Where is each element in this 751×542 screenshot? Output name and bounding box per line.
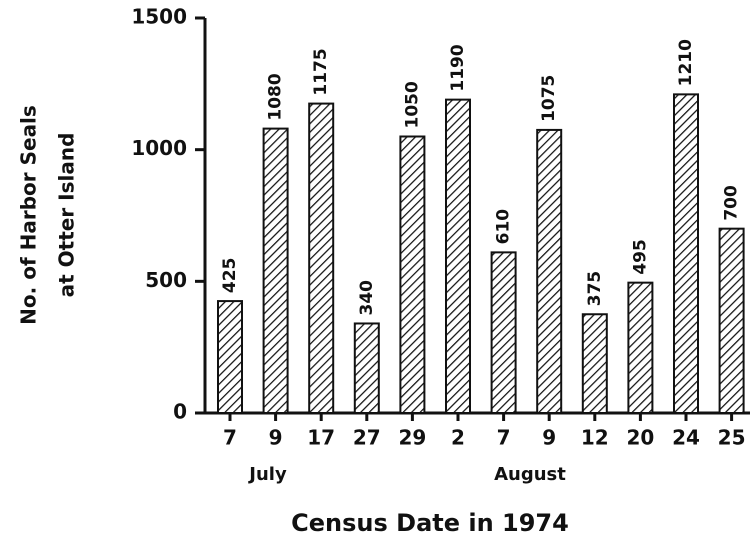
data-label: 340	[357, 280, 377, 316]
x-tick-label: 17	[307, 426, 335, 450]
x-tick-label: 24	[672, 426, 700, 450]
x-axis-label: Census Date in 1974	[291, 509, 569, 537]
bar	[581, 313, 608, 414]
bar	[217, 300, 243, 415]
x-tick-label: 7	[223, 426, 237, 450]
x-tick-label: 29	[398, 426, 426, 450]
bar	[445, 98, 471, 414]
y-tick-label: 0	[173, 400, 187, 424]
data-label: 1080	[266, 73, 286, 120]
data-label: 610	[494, 209, 514, 245]
data-label: 375	[585, 271, 605, 307]
bar	[718, 227, 745, 414]
group-label: July	[247, 464, 287, 485]
y-tick-label: 1000	[131, 136, 187, 160]
y-axis-label: No. of Harbor Seals	[17, 105, 41, 325]
data-label: 495	[630, 239, 650, 275]
data-label: 1075	[539, 75, 559, 122]
bar	[262, 127, 289, 414]
x-tick-label: 12	[581, 426, 609, 450]
data-label: 1175	[311, 48, 331, 95]
data-label: 1050	[402, 81, 422, 128]
bar	[308, 102, 335, 414]
x-tick-label: 20	[626, 426, 654, 450]
y-tick-label: 1500	[131, 5, 187, 29]
x-tick-label: 27	[353, 426, 381, 450]
y-tick-label: 500	[145, 268, 187, 292]
x-tick-label: 9	[269, 426, 283, 450]
x-tick-label: 2	[451, 426, 465, 450]
group-label: August	[494, 464, 566, 485]
y-axis-label: at Otter Island	[55, 133, 79, 298]
x-tick-label: 9	[542, 426, 556, 450]
bar	[490, 251, 517, 414]
data-label: 1190	[448, 44, 468, 91]
bar	[536, 128, 563, 415]
data-label: 425	[220, 258, 240, 294]
x-tick-label: 25	[718, 426, 746, 450]
x-tick-label: 7	[497, 426, 511, 450]
bar	[353, 322, 380, 415]
bar	[399, 135, 426, 414]
data-label: 1210	[676, 39, 696, 86]
bar	[673, 93, 699, 414]
data-label: 700	[722, 185, 742, 221]
bar	[627, 281, 654, 414]
